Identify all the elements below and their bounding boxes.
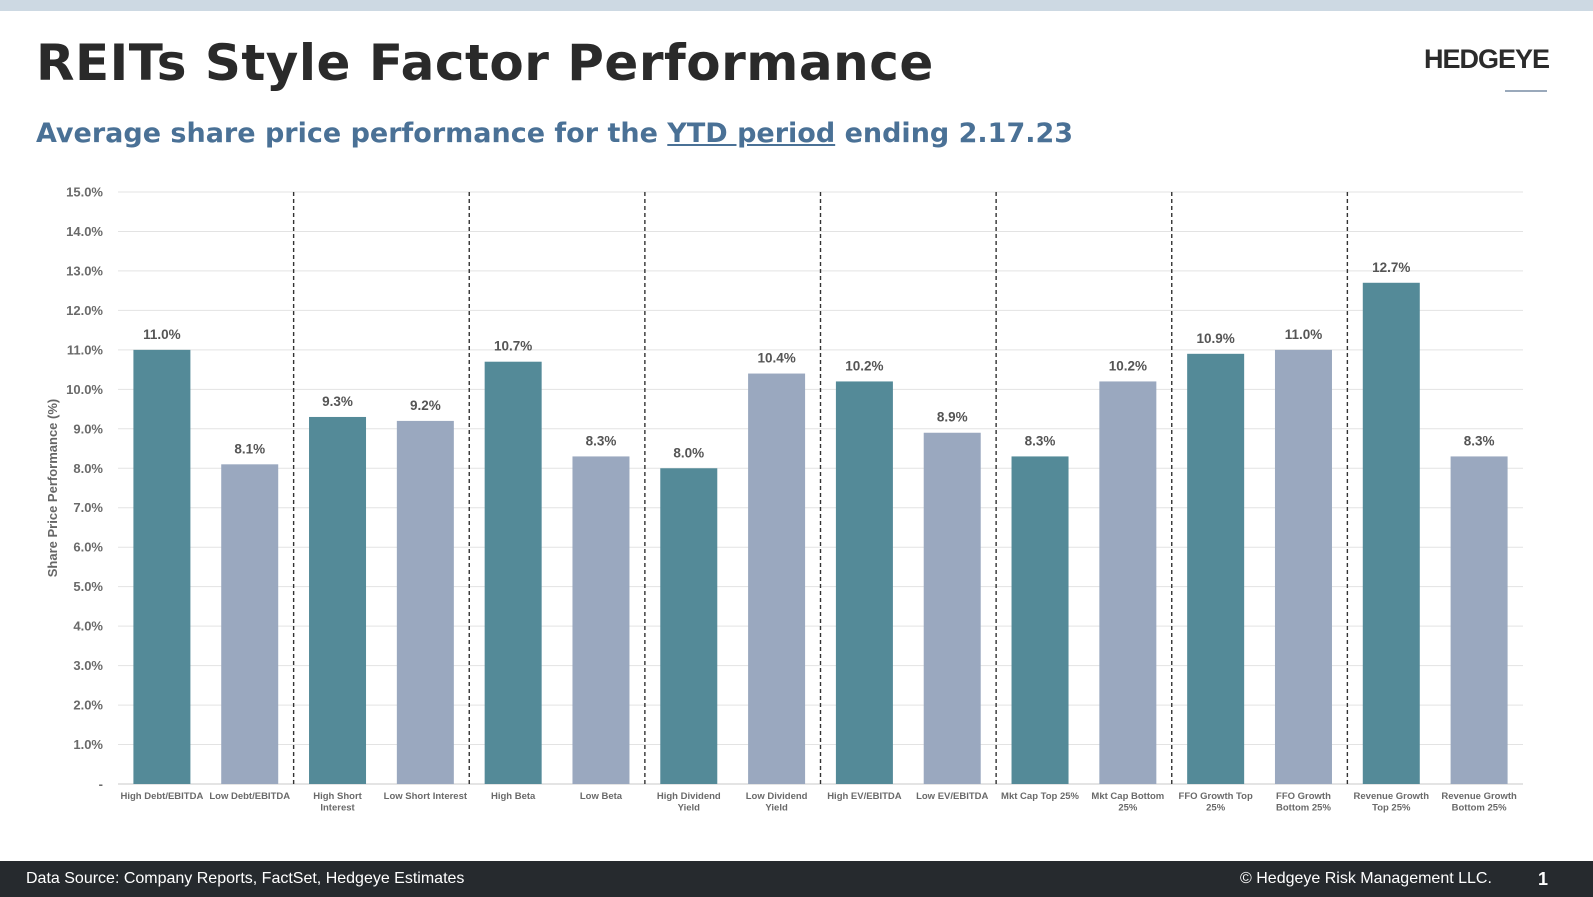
data-label: 10.4%: [757, 351, 795, 366]
bar: [923, 432, 981, 784]
copyright-note: © Hedgeye Risk Management LLC.: [1240, 870, 1492, 887]
page-number: 1: [1538, 869, 1549, 889]
x-tick-label: Mkt Cap Bottom: [1091, 791, 1164, 802]
x-tick-label: High Debt/EBITDA: [120, 791, 203, 802]
page-title: REITs Style Factor Performance: [36, 34, 934, 92]
data-label: 12.7%: [1372, 260, 1410, 275]
bar: [1099, 381, 1157, 784]
x-tick-label: Low EV/EBITDA: [916, 791, 988, 802]
x-tick-label: 25%: [1118, 803, 1138, 814]
bar: [396, 420, 454, 784]
data-label: 10.2%: [1109, 358, 1147, 373]
data-label: 8.3%: [1464, 433, 1495, 448]
logo-underline: [1505, 90, 1547, 92]
x-tick-label: Top 25%: [1372, 803, 1411, 814]
y-tick-label: 4.0%: [73, 619, 103, 634]
x-tick-label: FFO Growth Top: [1179, 791, 1253, 802]
subtitle-period: YTD period: [667, 118, 836, 149]
bar: [1274, 349, 1332, 784]
x-tick-label: Low Beta: [580, 791, 623, 802]
data-label: 11.0%: [143, 327, 181, 342]
data-label: 9.3%: [322, 394, 353, 409]
data-label: 8.0%: [673, 445, 704, 460]
bar: [835, 381, 893, 784]
y-tick-label: 6.0%: [73, 540, 103, 555]
chart-subtitle: Average share price performance for the …: [36, 118, 1073, 149]
y-tick-label: 10.0%: [66, 382, 103, 397]
subtitle-text-after: ending 2.17.23: [835, 118, 1074, 149]
y-tick-label: 9.0%: [73, 421, 103, 436]
x-tick-label: 25%: [1206, 803, 1226, 814]
x-tick-label: High Short: [313, 791, 362, 802]
x-tick-label: Low Short Interest: [384, 791, 468, 802]
bar: [748, 373, 806, 784]
x-tick-label: Low Dividend: [746, 791, 808, 802]
y-tick-label: 15.0%: [66, 185, 103, 200]
y-tick-label: -: [99, 777, 103, 792]
bar: [484, 361, 542, 784]
y-tick-label: 2.0%: [73, 698, 103, 713]
hedgeye-logo: HEDGEYE: [1424, 44, 1550, 74]
bar: [221, 464, 279, 784]
data-label: 10.7%: [494, 339, 532, 354]
bar: [572, 456, 630, 784]
x-tick-label: Interest: [320, 803, 355, 814]
data-label: 8.1%: [234, 441, 265, 456]
bar: [309, 416, 367, 784]
x-tick-label: Revenue Growth: [1441, 791, 1517, 802]
data-label: 8.3%: [586, 433, 617, 448]
bar: [1362, 282, 1420, 784]
data-label: 10.2%: [845, 358, 883, 373]
data-label: 10.9%: [1197, 331, 1235, 346]
x-tick-label: Bottom 25%: [1452, 803, 1507, 814]
x-tick-label: Yield: [678, 803, 701, 814]
x-tick-label: Yield: [765, 803, 788, 814]
subtitle-text-before: Average share price performance for the: [36, 118, 668, 149]
data-label: 11.0%: [1285, 327, 1323, 342]
x-tick-label: High EV/EBITDA: [827, 791, 902, 802]
data-source-note: Data Source: Company Reports, FactSet, H…: [26, 870, 465, 887]
y-tick-label: 8.0%: [73, 461, 103, 476]
y-tick-label: 13.0%: [66, 263, 103, 278]
y-tick-label: 1.0%: [73, 737, 103, 752]
x-tick-label: Revenue Growth: [1354, 791, 1430, 802]
x-tick-label: Bottom 25%: [1276, 803, 1331, 814]
bar: [1187, 353, 1245, 784]
top-accent-band: [0, 0, 1593, 11]
bar: [1450, 456, 1508, 784]
data-label: 8.9%: [937, 410, 968, 425]
data-label: 8.3%: [1025, 433, 1056, 448]
y-axis-title: Share Price Performance (%): [45, 399, 60, 577]
bar: [1011, 456, 1069, 784]
y-tick-label: 11.0%: [67, 342, 104, 357]
x-tick-label: Mkt Cap Top 25%: [1001, 791, 1079, 802]
x-tick-label: High Beta: [491, 791, 536, 802]
data-label: 9.2%: [410, 398, 441, 413]
y-tick-label: 3.0%: [73, 658, 103, 673]
x-tick-label: High Dividend: [657, 791, 721, 802]
y-tick-label: 7.0%: [73, 500, 103, 515]
y-tick-label: 12.0%: [66, 303, 103, 318]
x-tick-label: Low Debt/EBITDA: [209, 791, 290, 802]
footer-bar: Data Source: Company Reports, FactSet, H…: [0, 861, 1593, 897]
bar-chart: - 1.0% 2.0% 3.0% 4.0% 5.0% 6.0% 7.0% 8.0% 9.0% 10.…: [45, 185, 1523, 814]
y-tick-label: 14.0%: [66, 224, 103, 239]
x-tick-label: FFO Growth: [1276, 791, 1331, 802]
bar: [660, 468, 718, 784]
y-tick-label: 5.0%: [73, 579, 103, 594]
bar: [133, 349, 191, 784]
